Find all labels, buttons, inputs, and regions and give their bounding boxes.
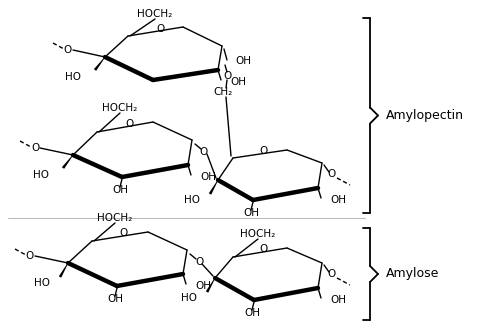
Text: OH: OH <box>235 56 251 66</box>
Text: HOCH₂: HOCH₂ <box>240 229 276 239</box>
Text: O: O <box>195 257 203 267</box>
Text: HOCH₂: HOCH₂ <box>97 213 132 223</box>
Text: O: O <box>156 24 165 33</box>
Text: OH: OH <box>107 294 123 304</box>
Text: O: O <box>327 169 335 179</box>
Text: OH: OH <box>200 172 216 182</box>
Text: HO: HO <box>65 72 81 82</box>
Text: O: O <box>327 269 335 279</box>
Polygon shape <box>62 155 73 169</box>
Text: Amylose: Amylose <box>386 267 439 280</box>
Polygon shape <box>206 278 215 293</box>
Text: O: O <box>223 71 231 81</box>
Text: HOCH₂: HOCH₂ <box>137 9 173 19</box>
Text: CH₂: CH₂ <box>214 87 233 97</box>
Text: O: O <box>26 251 34 261</box>
Text: OH: OH <box>195 281 211 291</box>
Text: OH: OH <box>330 295 346 305</box>
Text: HO: HO <box>184 195 200 205</box>
Text: OH: OH <box>112 185 128 195</box>
Text: O: O <box>64 45 72 55</box>
Text: O: O <box>31 143 39 153</box>
Text: HO: HO <box>181 293 197 303</box>
Polygon shape <box>209 180 218 195</box>
Text: O: O <box>260 146 268 156</box>
Text: HO: HO <box>34 278 50 288</box>
Polygon shape <box>94 57 105 71</box>
Text: OH: OH <box>330 195 346 205</box>
Text: O: O <box>260 245 268 255</box>
Text: OH: OH <box>230 77 246 87</box>
Text: O: O <box>120 228 128 239</box>
Text: Amylopectin: Amylopectin <box>386 109 464 122</box>
Text: O: O <box>200 147 208 157</box>
Text: HOCH₂: HOCH₂ <box>102 103 138 113</box>
Polygon shape <box>59 263 68 278</box>
Text: HO: HO <box>33 170 49 180</box>
Text: O: O <box>126 119 134 129</box>
Text: OH: OH <box>243 208 259 218</box>
Text: OH: OH <box>244 308 260 318</box>
